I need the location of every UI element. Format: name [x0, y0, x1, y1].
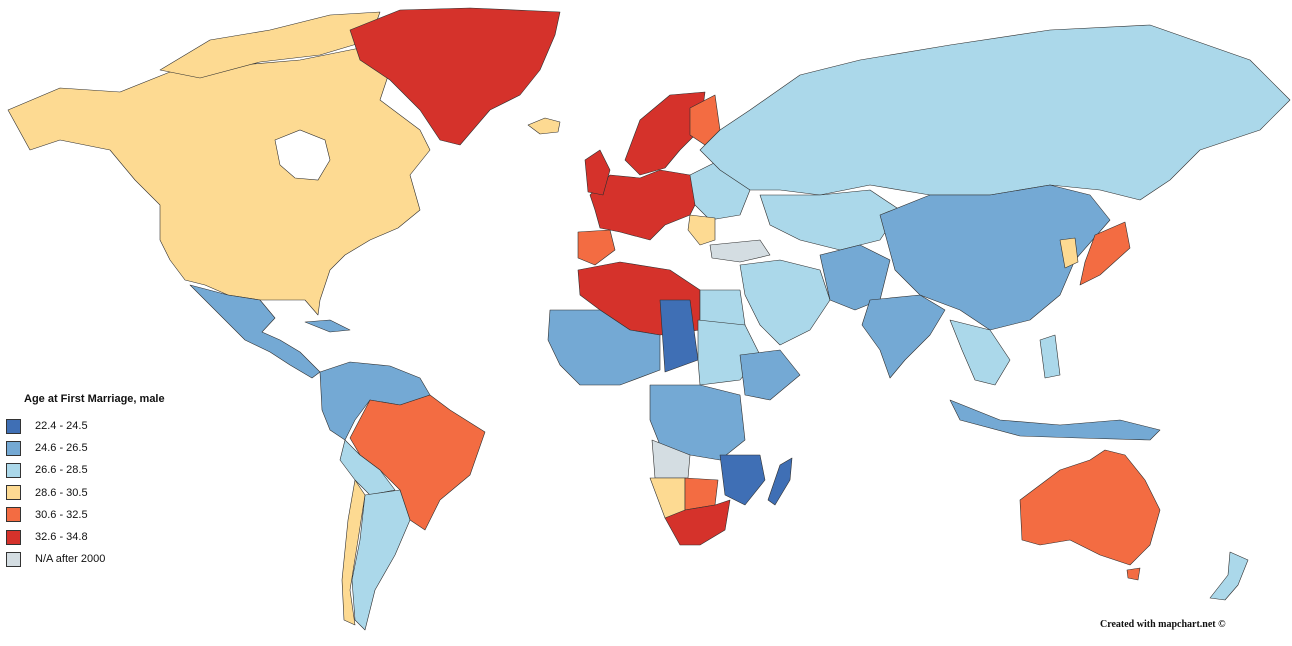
region-horn-of-africa[interactable] [739, 349, 801, 401]
legend-item: 22.4 - 24.5 [6, 415, 206, 437]
region-tasmania[interactable] [1126, 567, 1141, 581]
legend-item: N/A after 2000 [6, 548, 206, 570]
legend-label: 32.6 - 34.8 [35, 531, 88, 544]
region-west-africa[interactable] [547, 309, 661, 386]
map-legend: Age at First Marriage, male 22.4 - 24.5 2… [6, 393, 206, 570]
region-caribbean[interactable] [304, 319, 351, 333]
legend-label: 24.6 - 26.5 [35, 442, 88, 455]
legend-label: 26.6 - 28.5 [35, 464, 88, 477]
legend-swatch [6, 507, 21, 523]
region-south-africa[interactable] [664, 499, 731, 546]
region-greenland[interactable] [349, 7, 561, 146]
region-korea[interactable] [1059, 237, 1079, 269]
legend-item: 32.6 - 34.8 [6, 526, 206, 548]
region-madagascar[interactable] [767, 457, 793, 506]
legend-swatch [6, 462, 21, 478]
legend-item: 28.6 - 30.5 [6, 482, 206, 504]
region-india[interactable] [861, 294, 946, 379]
legend-item: 24.6 - 26.5 [6, 437, 206, 459]
region-turkey[interactable] [709, 239, 771, 263]
region-indonesia[interactable] [949, 399, 1161, 441]
region-chile[interactable] [341, 479, 366, 626]
region-central-africa[interactable] [649, 384, 746, 461]
credit-text: Created with mapchart.net © [1100, 619, 1226, 630]
region-philippines[interactable] [1039, 334, 1061, 379]
region-iberia[interactable] [577, 229, 616, 266]
region-japan[interactable] [1079, 221, 1131, 286]
legend-label: 30.6 - 32.5 [35, 508, 88, 521]
legend-swatch [6, 485, 21, 501]
region-russia[interactable] [699, 24, 1291, 201]
hudson-bay [274, 129, 331, 181]
region-balkans[interactable] [687, 214, 716, 246]
legend-title: Age at First Marriage, male [24, 393, 165, 405]
legend-item: 26.6 - 28.5 [6, 459, 206, 481]
legend-swatch [6, 418, 21, 434]
legend-label: 28.6 - 30.5 [35, 486, 88, 499]
region-argentina[interactable] [351, 489, 411, 631]
region-australia[interactable] [1019, 449, 1161, 566]
region-new-zealand[interactable] [1209, 551, 1249, 601]
legend-item: 30.6 - 32.5 [6, 504, 206, 526]
region-uk[interactable] [584, 149, 611, 196]
legend-swatch [6, 440, 21, 456]
region-middle-east[interactable] [739, 259, 831, 346]
region-southeast-asia[interactable] [949, 319, 1011, 386]
region-china[interactable] [879, 184, 1111, 331]
region-southeast-africa[interactable] [719, 454, 766, 506]
legend-swatch [6, 551, 21, 567]
region-central-asia[interactable] [759, 189, 901, 251]
region-iceland[interactable] [527, 117, 561, 135]
legend-swatch [6, 529, 21, 545]
legend-label: N/A after 2000 [35, 553, 106, 566]
region-north-america[interactable] [7, 47, 431, 316]
legend-label: 22.4 - 24.5 [35, 420, 88, 433]
